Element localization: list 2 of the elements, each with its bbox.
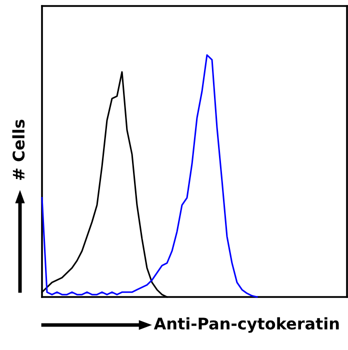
- y-axis-title: # Cells: [12, 120, 25, 180]
- x-axis-title: Anti-Pan-cytokeratin: [154, 317, 339, 333]
